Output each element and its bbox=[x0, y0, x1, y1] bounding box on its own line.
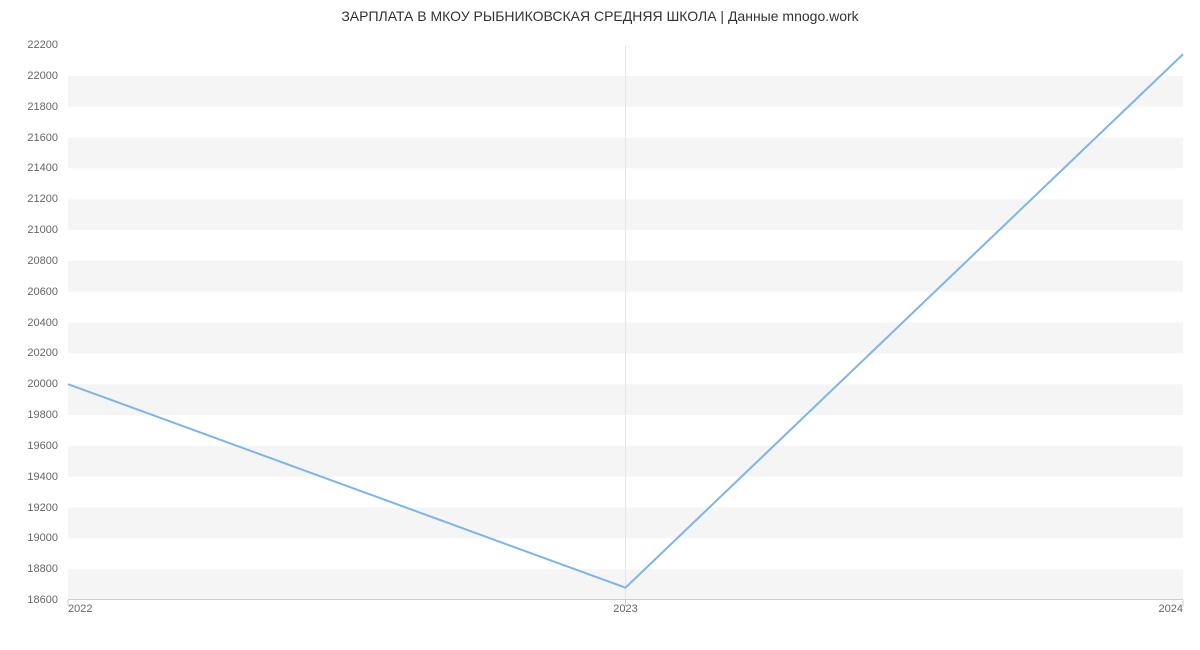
y-tick-label: 19000 bbox=[27, 532, 58, 544]
y-tick-label: 18800 bbox=[27, 563, 58, 575]
y-tick-label: 22200 bbox=[27, 39, 58, 51]
chart-svg bbox=[68, 45, 1183, 600]
chart-container: ЗАРПЛАТА В МКОУ РЫБНИКОВСКАЯ СРЕДНЯЯ ШКО… bbox=[0, 0, 1200, 650]
y-tick-label: 20400 bbox=[27, 317, 58, 329]
y-tick-label: 19800 bbox=[27, 409, 58, 421]
x-axis-labels: 2022 2023 2024 bbox=[68, 603, 1183, 623]
y-tick-label: 21800 bbox=[27, 101, 58, 113]
y-tick-label: 20200 bbox=[27, 347, 58, 359]
y-tick-label: 19200 bbox=[27, 502, 58, 514]
y-tick-label: 19600 bbox=[27, 440, 58, 452]
x-tick-label: 2022 bbox=[68, 603, 92, 615]
chart-title: ЗАРПЛАТА В МКОУ РЫБНИКОВСКАЯ СРЕДНЯЯ ШКО… bbox=[0, 8, 1200, 24]
y-tick-label: 21000 bbox=[27, 224, 58, 236]
x-tick-label: 2023 bbox=[613, 603, 637, 615]
y-tick-label: 19400 bbox=[27, 471, 58, 483]
y-tick-label: 22000 bbox=[27, 70, 58, 82]
y-tick-label: 20000 bbox=[27, 378, 58, 390]
y-tick-label: 21200 bbox=[27, 193, 58, 205]
x-tick-label: 2024 bbox=[1159, 603, 1183, 615]
plot-area bbox=[68, 45, 1183, 600]
y-tick-label: 18600 bbox=[27, 594, 58, 606]
y-tick-label: 20800 bbox=[27, 255, 58, 267]
y-tick-label: 20600 bbox=[27, 286, 58, 298]
y-tick-label: 21600 bbox=[27, 132, 58, 144]
y-axis-labels: 1860018800190001920019400196001980020000… bbox=[0, 45, 62, 600]
y-tick-label: 21400 bbox=[27, 162, 58, 174]
